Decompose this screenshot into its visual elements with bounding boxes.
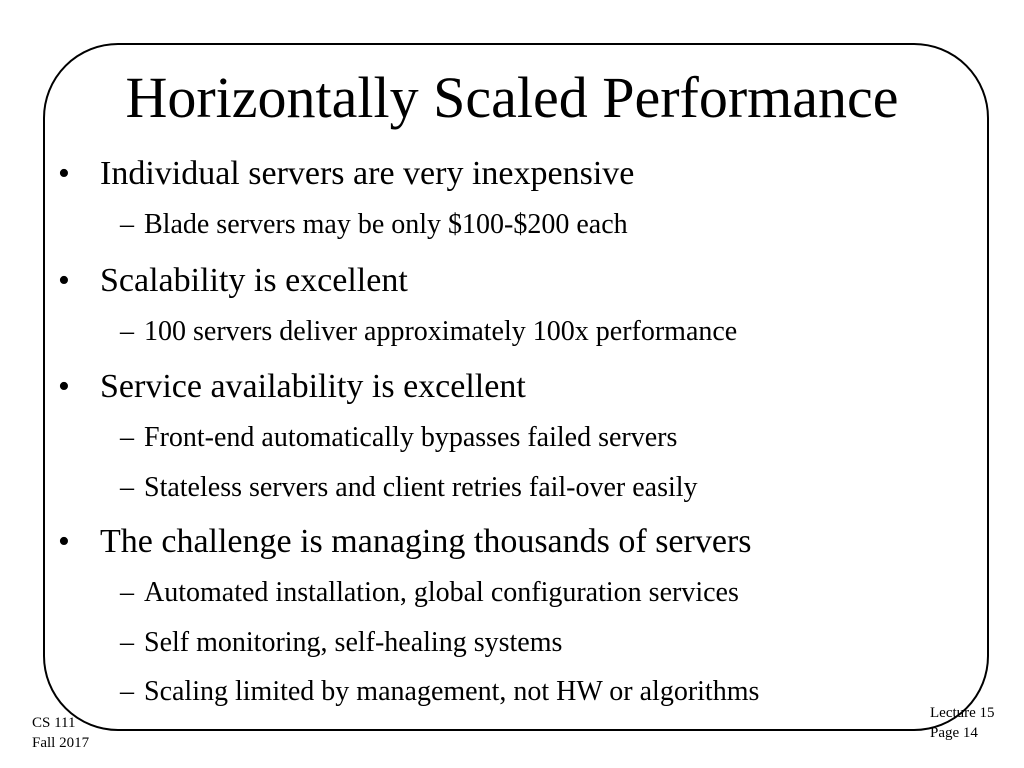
footer-lecture: Lecture 15 bbox=[930, 705, 995, 721]
slide-frame bbox=[43, 43, 989, 731]
bullet-text: Scalability is excellent bbox=[100, 262, 408, 299]
bullet-marker: • bbox=[58, 368, 70, 405]
bullet-marker: • bbox=[58, 523, 70, 560]
bullet-marker: • bbox=[58, 155, 70, 192]
footer-course: CS 111 bbox=[32, 715, 76, 731]
sub-bullet-marker: – bbox=[120, 209, 134, 240]
sub-bullet-text: Scaling limited by management, not HW or… bbox=[144, 676, 760, 707]
sub-bullet-marker: – bbox=[120, 676, 134, 707]
footer-term: Fall 2017 bbox=[32, 735, 90, 751]
bullet-marker: • bbox=[58, 262, 70, 299]
slide-title: Horizontally Scaled Performance bbox=[125, 65, 899, 130]
sub-bullet-marker: – bbox=[120, 472, 134, 503]
bullet-text: Service availability is excellent bbox=[100, 368, 526, 405]
sub-bullet-marker: – bbox=[120, 577, 134, 608]
footer-lecture-info: Lecture 15 Page 14 bbox=[930, 703, 995, 743]
sub-bullet-text: Stateless servers and client retries fai… bbox=[144, 472, 698, 503]
sub-bullet-text: Front-end automatically bypasses failed … bbox=[144, 422, 678, 453]
sub-bullet-text: Blade servers may be only $100-$200 each bbox=[144, 209, 628, 240]
sub-bullet-marker: – bbox=[120, 627, 134, 658]
sub-bullet-text: 100 servers deliver approximately 100x p… bbox=[144, 316, 738, 347]
bullet-text: The challenge is managing thousands of s… bbox=[100, 523, 752, 560]
sub-bullet-text: Automated installation, global configura… bbox=[144, 577, 739, 608]
footer-course-info: CS 111 Fall 2017 bbox=[32, 713, 89, 753]
sub-bullet-text: Self monitoring, self-healing systems bbox=[144, 627, 563, 658]
sub-bullet-marker: – bbox=[120, 316, 134, 347]
footer-page: Page 14 bbox=[930, 725, 978, 741]
bullet-text: Individual servers are very inexpensive bbox=[100, 155, 635, 192]
sub-bullet-marker: – bbox=[120, 422, 134, 453]
